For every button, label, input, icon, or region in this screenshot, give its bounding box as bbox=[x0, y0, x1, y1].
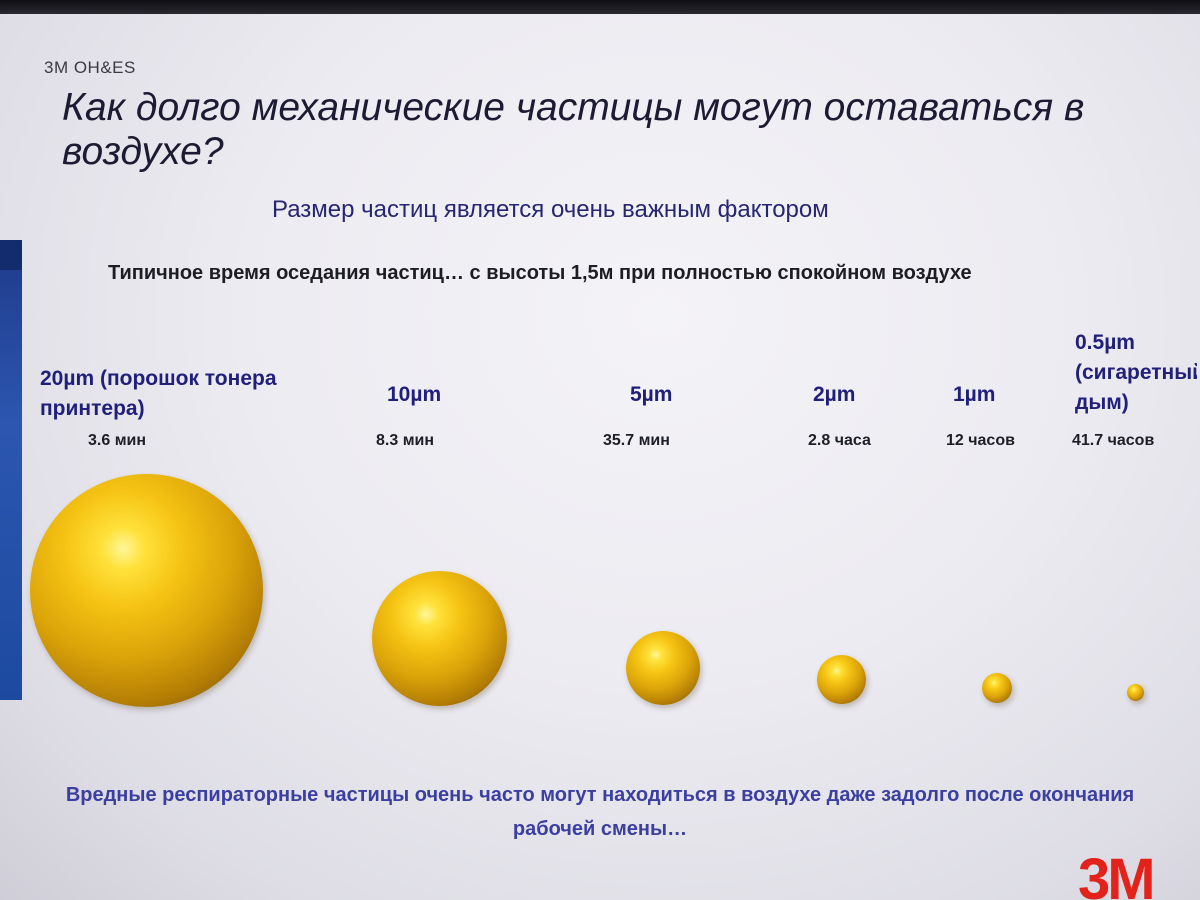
slide-subtitle: Размер частиц является очень важным факт… bbox=[272, 196, 829, 223]
3m-logo: 3M bbox=[1078, 847, 1156, 900]
particle-size-label-2um: 2µm bbox=[813, 383, 856, 406]
particle-time-0-5um: 41.7 часов bbox=[1072, 432, 1155, 449]
particle-sphere-2um bbox=[817, 655, 866, 704]
brand-label: 3M OH&ES bbox=[44, 58, 136, 77]
footer-note: Вредные респираторные частицы очень част… bbox=[65, 784, 1135, 840]
particle-size-label-1um: 1µm bbox=[953, 383, 996, 406]
particle-sphere-20um bbox=[30, 474, 263, 707]
particle-time-1um: 12 часов bbox=[946, 432, 1015, 449]
particle-time-10um: 8.3 мин bbox=[376, 432, 435, 449]
particle-time-5um: 35.7 мин bbox=[603, 432, 670, 449]
particle-size-label-10um: 10µm bbox=[387, 383, 442, 406]
particle-sphere-1um bbox=[982, 673, 1012, 703]
particle-time-2um: 2.8 часа bbox=[808, 432, 871, 449]
particle-time-20um: 3.6 мин bbox=[88, 432, 147, 449]
particle-sphere-10um bbox=[372, 571, 507, 706]
particle-sphere-0-5um bbox=[1127, 684, 1144, 701]
particle-size-label-5um: 5µm bbox=[630, 383, 673, 406]
settling-heading: Типичное время оседания частиц… с высоты… bbox=[108, 262, 972, 284]
particle-sphere-5um bbox=[626, 631, 700, 705]
left-accent-bar bbox=[0, 240, 22, 700]
left-accent-bar-top bbox=[0, 240, 22, 270]
particle-size-label-20um: 20µm (порошок тонера принтера) bbox=[40, 367, 277, 420]
particle-size-label-0-5um: 0.5µm (сигаретный дым) bbox=[1075, 331, 1197, 414]
slide-title: Как долго механические частицы могут ост… bbox=[62, 86, 1085, 173]
screen-top-edge bbox=[0, 0, 1200, 14]
